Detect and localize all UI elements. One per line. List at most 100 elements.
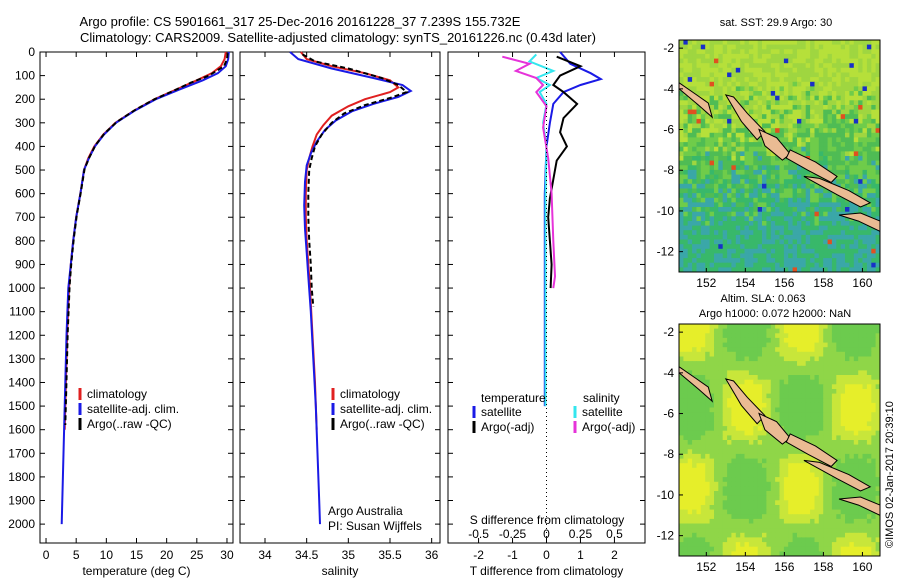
x-tick-label: 2: [611, 548, 618, 562]
map-cell: [871, 440, 877, 446]
map-cell: [753, 537, 759, 543]
map-cell: [740, 426, 746, 432]
map-cell: [757, 449, 763, 455]
map-cell: [797, 118, 802, 124]
map-cell: [845, 146, 850, 152]
map-cell: [849, 379, 855, 385]
map-cell: [831, 495, 837, 501]
map-cell: [683, 509, 689, 515]
map-cell: [775, 333, 780, 339]
map-cell: [748, 91, 754, 97]
map-cell: [700, 216, 706, 222]
map-cell: [753, 440, 759, 446]
map-cell: [718, 114, 724, 120]
map-cell: [748, 472, 754, 478]
map-cell: [705, 53, 711, 59]
map-cell: [740, 202, 746, 208]
map-cell: [705, 495, 711, 501]
y-tick-label: 1300: [8, 352, 35, 366]
map-cell: [714, 197, 719, 203]
map-cell: [762, 95, 767, 101]
map-cell: [748, 86, 754, 92]
map-cell: [845, 53, 850, 59]
map-cell: [801, 361, 807, 367]
map-cell: [862, 100, 868, 106]
map-cell: [692, 128, 697, 134]
map-cell: [845, 123, 850, 129]
map-cell: [823, 244, 829, 250]
map-cell: [700, 356, 706, 362]
map-cell: [740, 183, 746, 189]
map-cell: [779, 351, 785, 357]
map-cell: [740, 225, 746, 231]
map-cell: [722, 128, 728, 134]
map-cell: [845, 142, 850, 148]
map-cell: [853, 514, 859, 520]
map-cell: [818, 384, 824, 390]
map-cell: [875, 248, 881, 254]
map-cell: [700, 416, 706, 422]
map-cell: [836, 324, 842, 330]
map-cell: [744, 495, 750, 501]
map-cell: [709, 444, 715, 450]
y-tick-label: 800: [15, 234, 35, 248]
map-cell: [862, 123, 868, 129]
map-cell: [687, 216, 693, 222]
map-cell: [679, 77, 684, 83]
map-cell: [740, 207, 746, 213]
map-cell: [770, 53, 776, 59]
map-cell: [858, 393, 864, 399]
map-cell: [744, 546, 750, 552]
map-cell: [753, 160, 759, 166]
map-cell: [735, 514, 741, 520]
map-cell: [757, 481, 763, 487]
map-cell: [696, 337, 702, 343]
map-cell: [696, 244, 702, 250]
map-cell: [770, 328, 776, 334]
map-cell: [792, 365, 798, 371]
map-cell: [696, 105, 702, 111]
map-cell: [775, 262, 780, 268]
map-cell: [823, 253, 829, 259]
map-cell: [831, 114, 837, 120]
map-cell: [709, 505, 715, 511]
map-cell: [714, 72, 719, 78]
map-cell: [831, 342, 837, 348]
map-cell: [692, 202, 697, 208]
map-cell: [814, 435, 820, 441]
map-cell: [775, 132, 780, 138]
map-cell: [871, 375, 877, 381]
map-cell: [714, 551, 719, 557]
map-cell: [875, 486, 881, 492]
map-cell: [700, 440, 706, 446]
map-cell: [705, 165, 711, 171]
map-cell: [849, 421, 855, 427]
map-cell: [818, 328, 824, 334]
map-cell: [718, 156, 724, 162]
map-cell: [770, 398, 776, 404]
map-cell: [853, 253, 859, 259]
map-cell: [871, 407, 877, 413]
map-cell: [836, 430, 842, 436]
map-cell: [735, 137, 741, 143]
map-cell: [740, 63, 746, 69]
map-cell: [679, 495, 684, 501]
map-cell: [735, 142, 741, 148]
map-cell: [788, 239, 794, 245]
map-cell: [814, 384, 820, 390]
map-cell: [744, 458, 750, 464]
map-cell: [696, 40, 702, 46]
map-cell: [770, 44, 776, 50]
map-cell: [827, 216, 833, 222]
map-cell: [727, 365, 732, 371]
map-cell: [866, 193, 872, 199]
map-cell: [805, 472, 811, 478]
map-cell: [818, 118, 824, 124]
map-cell: [827, 109, 833, 115]
map-cell: [762, 151, 767, 157]
map-cell: [797, 393, 802, 399]
map-cell: [753, 95, 759, 101]
map-cell: [696, 211, 702, 217]
map-cell: [818, 105, 824, 111]
map-cell: [792, 258, 798, 264]
